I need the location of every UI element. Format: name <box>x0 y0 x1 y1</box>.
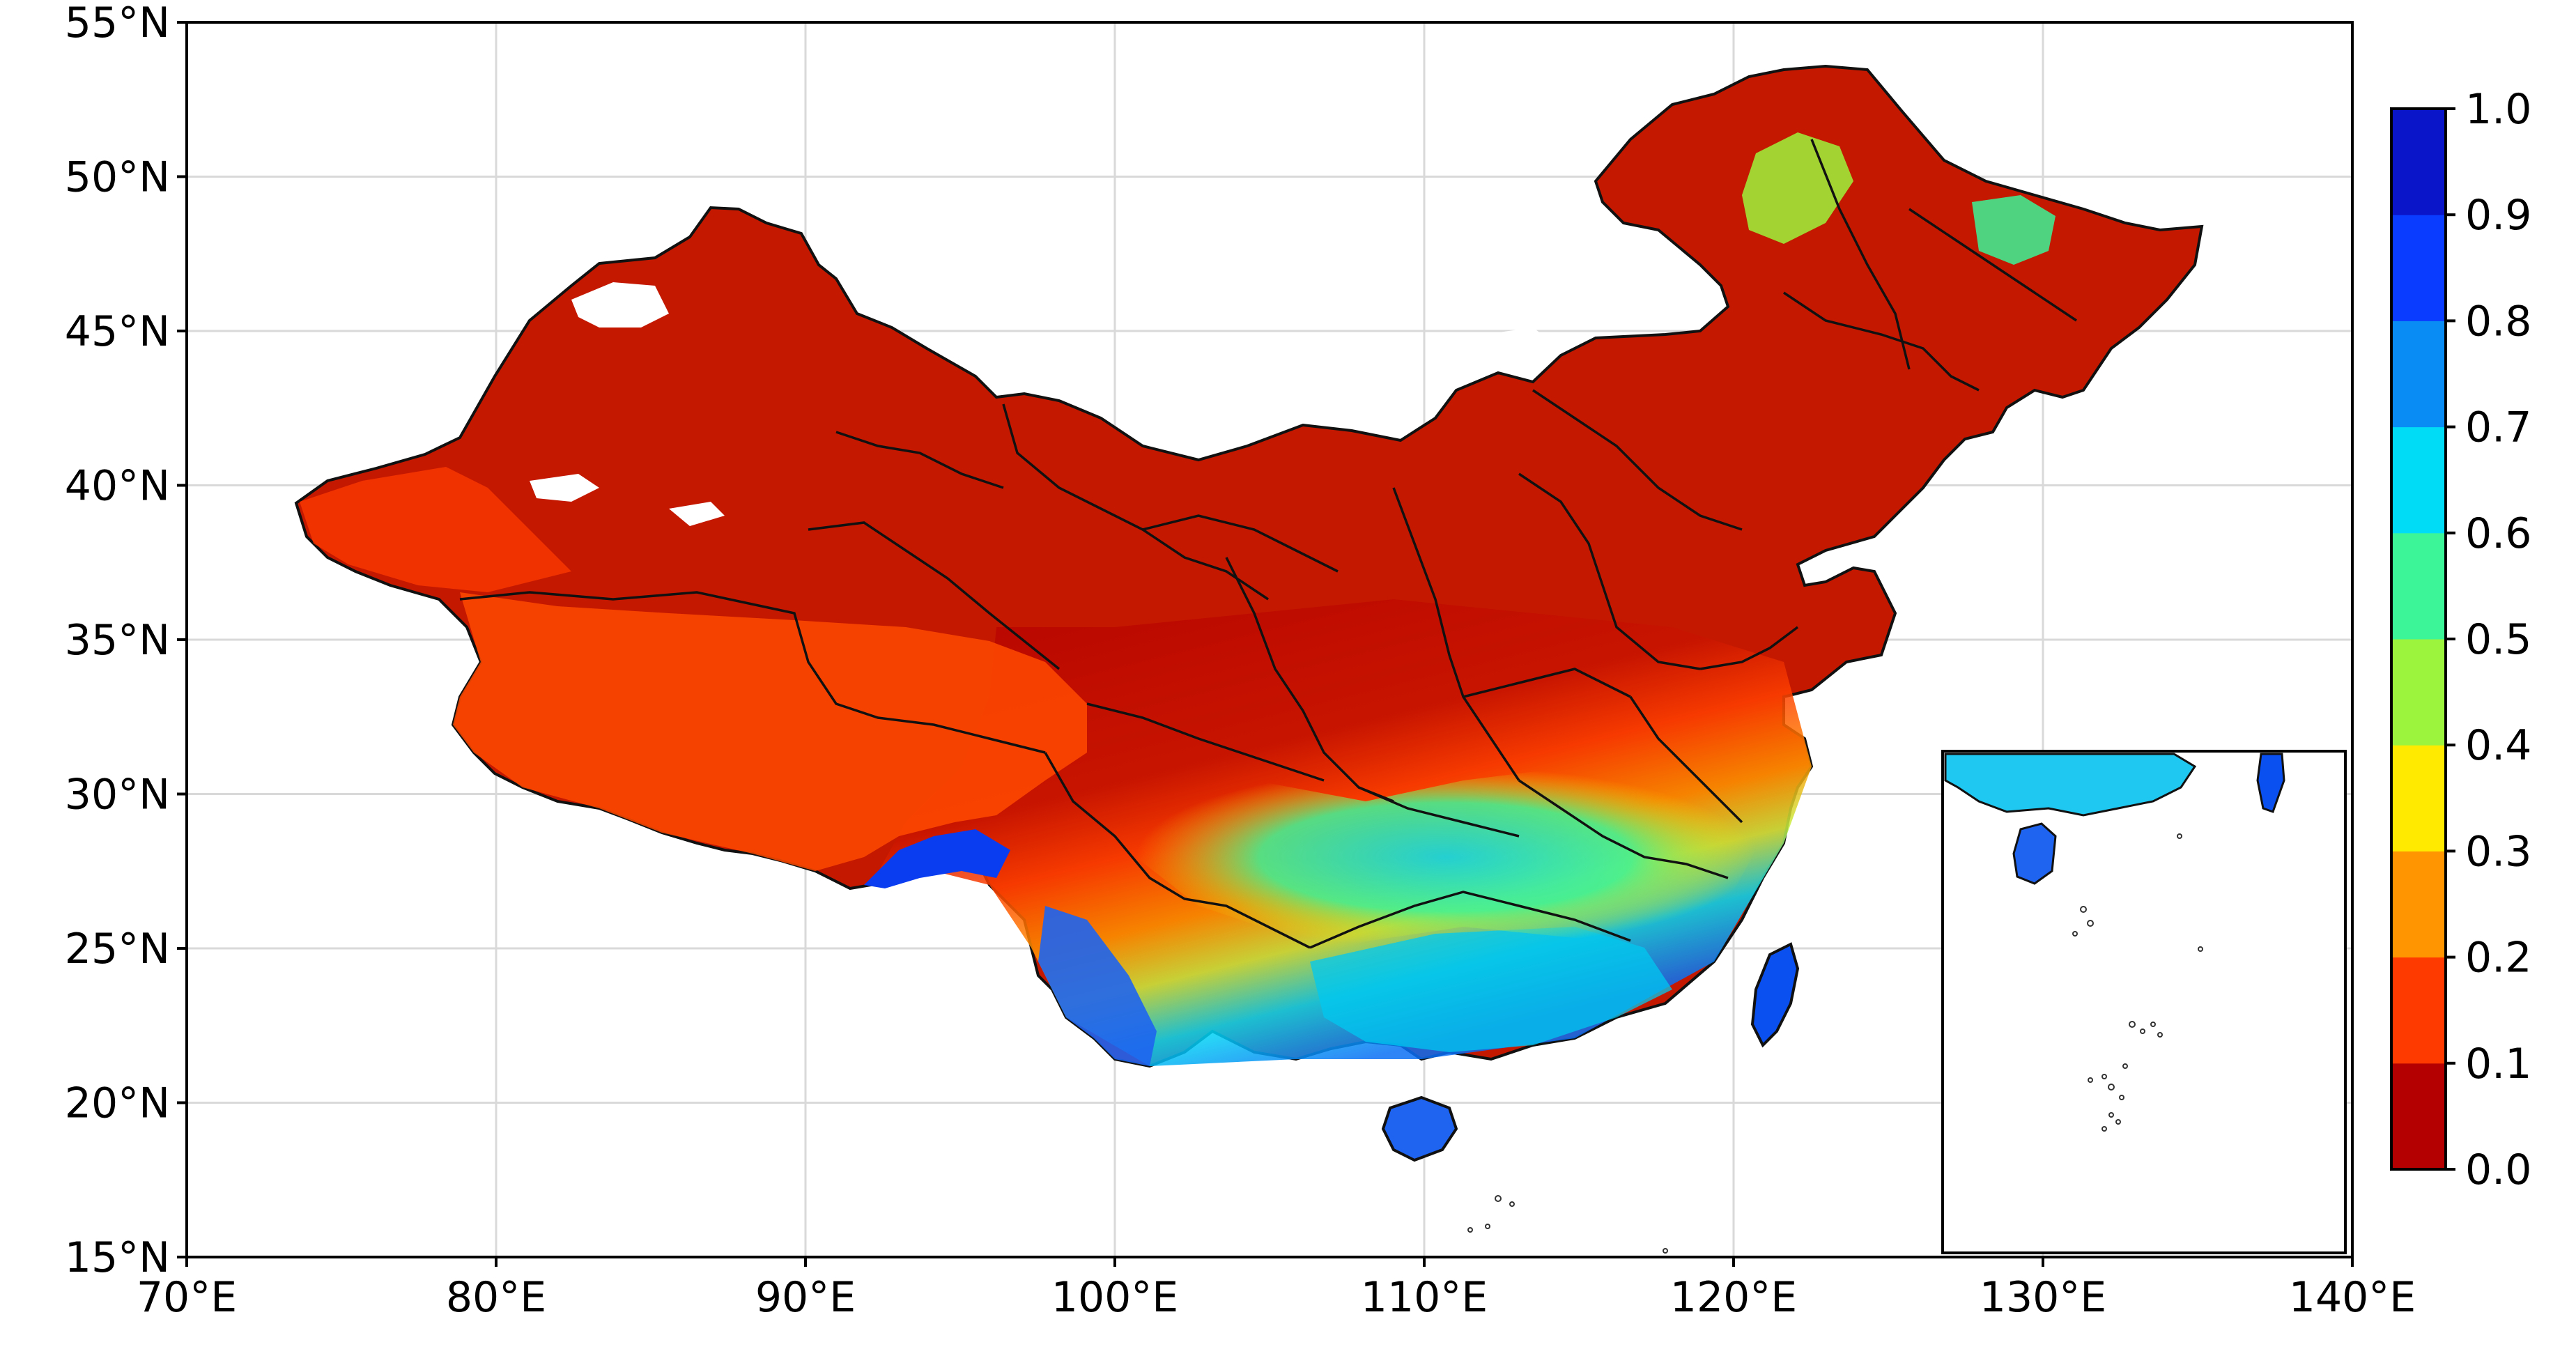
colorbar-segment <box>2391 321 2446 428</box>
colorbar: 0.0 0.1 0.2 0.3 0.4 0.5 0.6 0.7 0.8 0.9 1.0 <box>2390 85 2531 1194</box>
y-tick-label: 55°N <box>65 0 170 47</box>
colorbar-segment <box>2391 426 2446 534</box>
hainan-island <box>1381 1095 1458 1162</box>
south-china-sea-inset <box>1941 750 2347 1254</box>
northeast-green-patch <box>1742 132 1853 244</box>
colorbar-tick-label: 0.5 <box>2465 615 2531 664</box>
southeast-zone <box>1136 766 1756 948</box>
x-tick-label: 120°E <box>1670 1273 1797 1322</box>
no-data-patch-4 <box>1484 328 1561 362</box>
y-tick-label: 15°N <box>65 1233 170 1282</box>
colorbar-tick-label: 0.2 <box>2465 934 2531 983</box>
colorbar-segment <box>2391 109 2446 215</box>
colorbar-tick-label: 0.9 <box>2465 191 2531 240</box>
x-tick-label: 80°E <box>446 1273 546 1322</box>
xinjiang-orange-zone <box>300 467 571 592</box>
colorbar-tick-label: 0.3 <box>2465 827 2531 876</box>
x-axis-ticks: 70°E 80°E 90°E 100°E 110°E 120°E 130°E 140°E <box>137 1257 2416 1322</box>
y-tick-label: 30°N <box>65 771 170 819</box>
x-tick-label: 70°E <box>137 1273 237 1322</box>
northeast-cyan-patch <box>1972 195 2056 265</box>
colorbar-segment <box>2391 215 2446 321</box>
colorbar-segment <box>2391 957 2446 1064</box>
inset-taiwan <box>2256 753 2285 813</box>
y-tick-label: 40°N <box>65 462 170 511</box>
no-data-patch-2 <box>530 474 599 502</box>
y-tick-label: 25°N <box>65 925 170 973</box>
plateau-orange-zone <box>453 592 1087 871</box>
y-axis-ticks: 15°N 20°N 25°N 30°N 35°N 40°N 45°N 50°N 55°N <box>65 0 187 1282</box>
colorbar-segment <box>2391 639 2446 746</box>
x-tick-label: 110°E <box>1361 1273 1488 1322</box>
x-tick-label: 100°E <box>1051 1273 1178 1322</box>
x-tick-label: 130°E <box>1980 1273 2106 1322</box>
x-tick-label: 140°E <box>2289 1273 2416 1322</box>
south-sea-islets <box>1467 1195 1668 1254</box>
x-tick-label: 90°E <box>755 1273 856 1322</box>
y-tick-label: 45°N <box>65 307 170 356</box>
y-tick-label: 20°N <box>65 1079 170 1128</box>
colorbar-tick-label: 0.0 <box>2465 1146 2531 1194</box>
y-tick-label: 35°N <box>65 616 170 665</box>
province-borders <box>459 139 2077 949</box>
inset-coastline <box>1944 753 2197 817</box>
southern-cyan-zone <box>1310 927 1672 1052</box>
colorbar-tick-label: 0.8 <box>2465 297 2531 346</box>
tibet-blue-corner <box>864 829 1010 888</box>
inset-islets <box>2072 833 2203 1132</box>
southern-blue-zone <box>1038 906 1157 1066</box>
colorbar-tick-label: 0.6 <box>2465 509 2531 558</box>
colorbar-tick-label: 0.1 <box>2465 1040 2531 1088</box>
colorbar-segment <box>2391 532 2446 640</box>
colorbar-tick-label: 0.4 <box>2465 721 2531 770</box>
y-tick-label: 50°N <box>65 153 170 202</box>
colorbar-segment <box>2391 851 2446 958</box>
colorbar-segment <box>2391 1063 2446 1170</box>
colorbar-tick-label: 0.7 <box>2465 403 2531 452</box>
taiwan-island <box>1750 942 1800 1048</box>
colorbar-tick-label: 1.0 <box>2465 85 2531 134</box>
inset-hainan <box>2012 822 2057 885</box>
no-data-patch-3 <box>669 502 725 526</box>
colorbar-segment <box>2391 745 2446 852</box>
china-landmass <box>294 64 2204 1254</box>
no-data-patch-1 <box>571 282 669 328</box>
